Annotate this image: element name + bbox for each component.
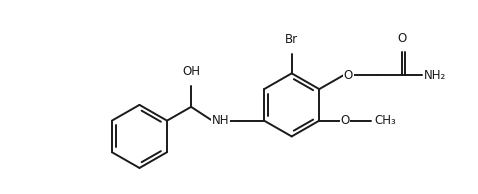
- Text: Br: Br: [285, 33, 298, 46]
- Text: NH₂: NH₂: [424, 69, 446, 82]
- Text: OH: OH: [182, 65, 200, 78]
- Text: O: O: [344, 69, 353, 82]
- Text: CH₃: CH₃: [374, 114, 396, 127]
- Text: O: O: [398, 32, 407, 45]
- Text: O: O: [340, 114, 350, 127]
- Text: NH: NH: [211, 114, 229, 127]
